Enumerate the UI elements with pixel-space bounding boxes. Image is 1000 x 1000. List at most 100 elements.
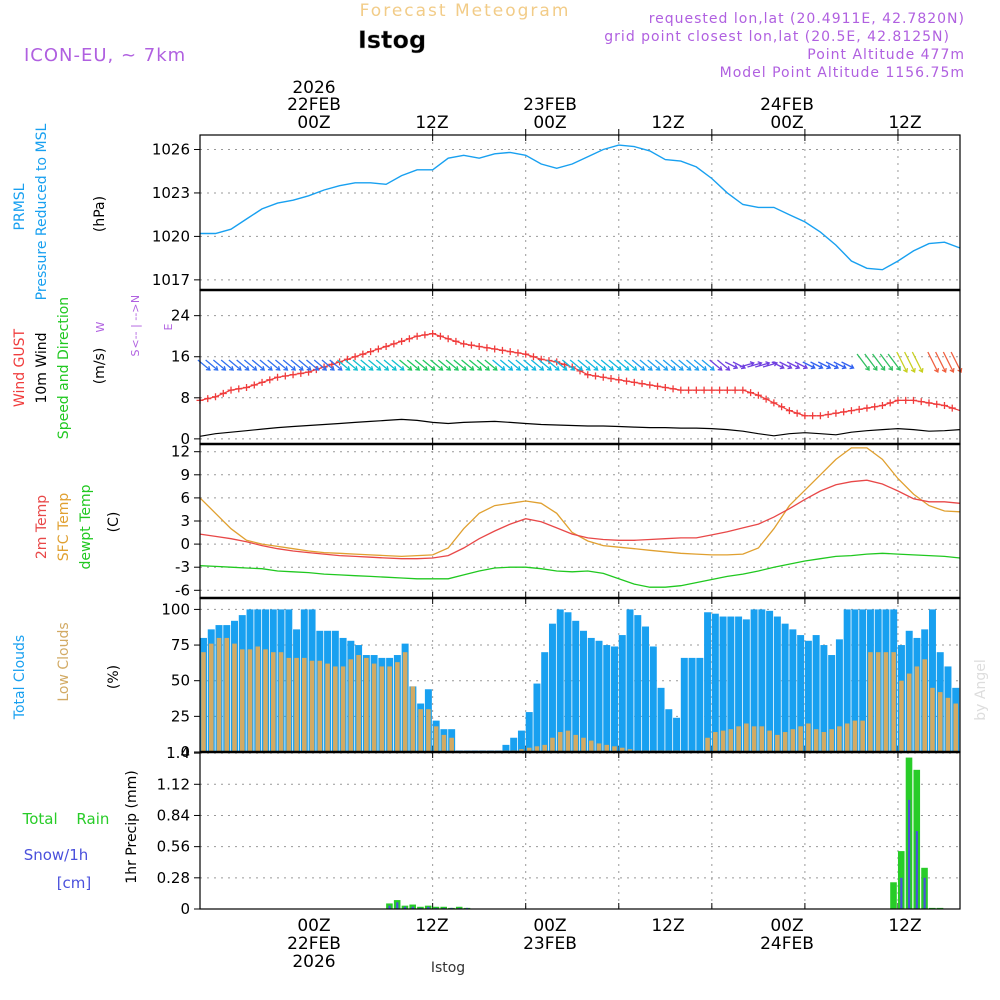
wind-gust-marker [902, 396, 910, 404]
wind-unit: (m/s) [92, 348, 108, 385]
low-cloud-bar [340, 666, 346, 752]
wind-direction-arrow [927, 351, 940, 374]
total-cloud-bar [587, 637, 595, 752]
top-date-label: 24FEB [760, 95, 814, 115]
wind-direction-arrow [313, 359, 328, 371]
wind-direction-arrow [391, 359, 405, 371]
low-cloud-bar [813, 729, 819, 752]
wind-gust-marker [607, 375, 615, 383]
wind-gust-marker [747, 389, 755, 397]
panel-4: 0 0.28 0.56 0.84 1.12 1.4 [157, 744, 961, 918]
wind-direction-arrow [538, 359, 552, 371]
wind-direction-arrow [841, 361, 855, 370]
requested-coords: requested lon,lat (20.4911E, 42.7820N) [649, 11, 965, 27]
low-cloud-bar [201, 652, 206, 752]
total-cloud-bar [611, 646, 618, 752]
low-cloud-bar [837, 726, 842, 752]
low-cloud-bar [449, 737, 454, 752]
wind-gust-marker [692, 386, 700, 394]
low-cloud-bar [581, 737, 586, 752]
y-tick-label: 1017 [152, 271, 190, 289]
wind-direction-arrow [825, 361, 840, 370]
total-cloud-bar [781, 623, 789, 752]
wind-direction-arrow [786, 361, 801, 370]
low-cloud-bar [720, 730, 726, 752]
bottom-tick-label: 00Z [770, 916, 803, 936]
wind-direction-arrow [655, 359, 669, 371]
low-cloud-bar [410, 686, 416, 752]
wind-direction-arrow [623, 359, 638, 371]
low-cloud-bar [294, 657, 299, 752]
low-cloud-bar [619, 747, 625, 752]
y-tick-label: 0 [180, 430, 190, 448]
y-tick-label: 0.56 [157, 838, 190, 856]
wind-direction-arrow [935, 351, 947, 374]
top-tick-label: 00Z [533, 113, 566, 133]
low-cloud-bar [433, 726, 439, 752]
wind-gust-marker [855, 405, 863, 413]
wind-direction-arrow [662, 359, 677, 371]
bottom-tick-label: 00Z [533, 916, 566, 936]
low-cloud-bar [782, 732, 788, 752]
low-cloud-bar [526, 747, 532, 752]
top-tick-label: 12Z [651, 113, 684, 133]
wind-direction-arrow [942, 351, 955, 374]
wind-direction-arrow [468, 359, 483, 371]
low-cloud-bar [224, 637, 230, 752]
total-cloud-bar [634, 615, 642, 752]
wind-direction-arrow [453, 359, 467, 371]
y-tick-label: 6 [180, 489, 190, 507]
y-tick-label: 8 [180, 389, 190, 407]
wind-gust-marker [909, 396, 917, 404]
y-tick-label: 9 [180, 466, 190, 484]
wind-direction-arrow [561, 359, 576, 371]
wind-direction-arrow [896, 351, 909, 374]
y-tick-label: 24 [171, 307, 190, 325]
low-cloud-bar [844, 723, 850, 752]
low-cloud-bar [798, 726, 803, 752]
wind-gust-marker [444, 335, 452, 343]
wind-gust-marker [413, 332, 421, 340]
wind-direction-arrow [794, 361, 809, 370]
total-cloud-bar [758, 609, 766, 752]
top-tick-label: 00Z [297, 113, 330, 133]
wind-direction-arrow [360, 359, 374, 371]
total-cloud-bar [580, 630, 587, 752]
total-cloud-bar [642, 626, 650, 752]
total-cloud-bar [843, 609, 851, 752]
wind-gust-marker [933, 400, 941, 408]
wind-gust-marker [266, 376, 274, 384]
total-rain-label: Total Rain [22, 810, 110, 828]
wind-direction-arrow [515, 359, 529, 371]
total-cloud-bar [502, 744, 510, 752]
y-tick-label: 1026 [152, 140, 190, 158]
wind-gust-marker [359, 350, 367, 358]
low-cloud-bar [860, 720, 865, 752]
dewpt-temp-line [199, 552, 961, 588]
wind-direction-arrow [236, 359, 250, 371]
low-cloud-bar [953, 703, 959, 752]
wind-gust-marker [894, 396, 902, 404]
credit-watermark: by Angel [973, 659, 989, 720]
wind-direction-arrow [904, 351, 916, 374]
wind-direction-arrow [592, 359, 607, 371]
wind-gust-marker [390, 340, 398, 348]
low-cloud-bar [534, 746, 540, 752]
y-tick-label: 50 [171, 672, 190, 690]
wind-gust-marker [801, 412, 809, 420]
wind-gust-marker [584, 371, 592, 379]
y-tick-label: 1020 [152, 227, 190, 245]
total-cloud-bar [541, 652, 549, 752]
total-cloud-bar [696, 657, 704, 752]
wind-gust-marker [716, 386, 724, 394]
low-cloud-bar [239, 649, 245, 752]
wind-gust-marker [429, 330, 437, 338]
bottom-date-label: 24FEB [760, 934, 814, 954]
wind-gust-marker [405, 335, 413, 343]
y-tick-label: 25 [171, 707, 190, 725]
low-cloud-bar [387, 666, 392, 752]
wind-direction-arrow [709, 359, 723, 371]
wind-direction-arrow [492, 359, 506, 371]
wind-direction-arrow [267, 359, 281, 371]
low-cloud-bar [883, 652, 889, 752]
